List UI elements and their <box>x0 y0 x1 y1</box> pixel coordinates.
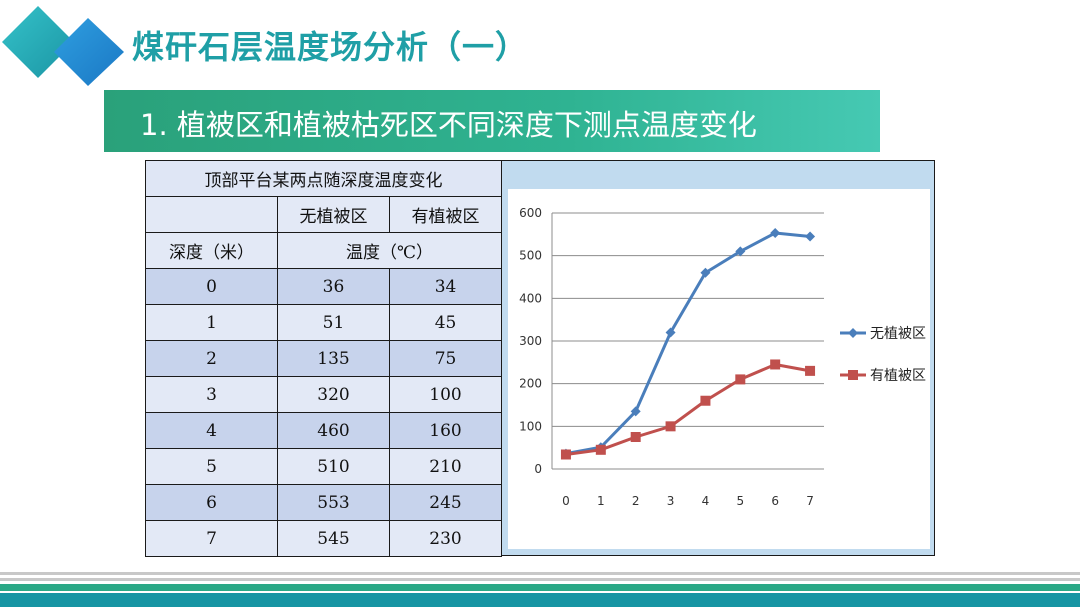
vegetation-cell: 75 <box>388 340 503 377</box>
no-vegetation-cell: 553 <box>277 484 390 521</box>
table-title: 顶部平台某两点随深度温度变化 <box>144 160 503 197</box>
table-header-vegetation: 有植被区 <box>388 196 503 233</box>
vegetation-cell: 45 <box>388 304 503 341</box>
subtitle-text: 1. 植被区和植被枯死区不同深度下测点温度变化 <box>140 108 757 142</box>
data-point <box>630 406 641 417</box>
vegetation-cell: 34 <box>388 268 503 305</box>
y-tick-label: 300 <box>519 334 542 348</box>
table-row: 0 36 34 <box>145 268 503 305</box>
depth-cell: 5 <box>145 448 278 485</box>
data-point <box>700 395 711 406</box>
data-point <box>700 267 711 278</box>
x-tick-label: 3 <box>667 494 675 508</box>
data-point <box>560 449 571 460</box>
depth-cell: 2 <box>145 340 278 377</box>
data-point <box>595 444 606 455</box>
table-header-temperature: 温度（℃） <box>276 232 503 269</box>
table-header-empty <box>145 196 278 233</box>
footer-stripe <box>0 584 1080 591</box>
no-vegetation-cell: 460 <box>277 412 390 449</box>
series-line <box>565 362 811 456</box>
line-chart-panel: 0 100 200 300 400 500 600 0 1 2 3 4 5 6 7 无植被区有植被区 <box>501 160 935 556</box>
vegetation-cell: 210 <box>388 448 503 485</box>
plot-background <box>508 189 930 549</box>
diamond-logo-icon <box>2 6 124 86</box>
data-point <box>770 228 781 239</box>
legend-label: 有植被区 <box>870 368 926 384</box>
table-row: 2 135 75 <box>145 340 503 377</box>
x-tick-label: 1 <box>597 494 605 508</box>
table-row: 6 553 245 <box>145 484 503 521</box>
depth-cell: 0 <box>145 268 278 305</box>
depth-cell: 1 <box>145 304 278 341</box>
vegetation-cell: 100 <box>388 376 503 413</box>
series-line <box>565 231 811 456</box>
no-vegetation-cell: 135 <box>277 340 390 377</box>
footer-stripe <box>0 578 1080 581</box>
data-point <box>805 365 816 376</box>
page-title: 煤矸石层温度场分析（一） <box>132 28 529 66</box>
table-row: 7 545 230 <box>145 520 503 557</box>
x-tick-label: 0 <box>562 494 570 508</box>
footer-stripe <box>0 593 1080 607</box>
x-tick-label: 5 <box>736 494 744 508</box>
data-point <box>630 432 641 442</box>
depth-cell: 4 <box>145 412 278 449</box>
subtitle-banner: 1. 植被区和植被枯死区不同深度下测点温度变化 <box>104 90 880 152</box>
data-point <box>848 328 858 338</box>
y-tick-label: 600 <box>519 206 542 220</box>
no-vegetation-cell: 36 <box>277 268 390 305</box>
table-row: 4 460 160 <box>145 412 503 449</box>
no-vegetation-cell: 510 <box>277 448 390 485</box>
y-tick-label: 100 <box>519 419 542 433</box>
vegetation-cell: 160 <box>388 412 503 449</box>
no-vegetation-cell: 51 <box>277 304 390 341</box>
table-header-depth: 深度（米） <box>145 232 278 269</box>
data-point <box>848 370 858 380</box>
table-row: 3 320 100 <box>145 376 503 413</box>
depth-cell: 6 <box>145 484 278 521</box>
data-point <box>735 374 746 385</box>
y-tick-label: 400 <box>519 291 542 305</box>
data-point <box>805 231 816 242</box>
no-vegetation-cell: 545 <box>277 520 390 557</box>
depth-cell: 3 <box>145 376 278 413</box>
x-tick-label: 4 <box>702 494 710 508</box>
x-tick-label: 2 <box>632 494 640 508</box>
vegetation-cell: 245 <box>388 484 503 521</box>
y-tick-label: 200 <box>519 377 542 391</box>
data-point <box>665 421 676 432</box>
data-point <box>735 246 746 257</box>
data-point <box>665 327 676 338</box>
depth-cell: 7 <box>145 520 278 557</box>
data-point <box>770 359 781 370</box>
legend-label: 无植被区 <box>870 326 926 342</box>
table-header-no-vegetation: 无植被区 <box>277 196 390 233</box>
vegetation-cell: 230 <box>388 520 503 557</box>
x-tick-label: 6 <box>771 494 779 508</box>
y-tick-label: 0 <box>534 462 542 476</box>
no-vegetation-cell: 320 <box>277 376 390 413</box>
x-tick-label: 7 <box>806 494 814 508</box>
table-row: 1 51 45 <box>145 304 503 341</box>
y-tick-label: 500 <box>519 249 542 263</box>
footer-stripe <box>0 572 1080 575</box>
temperature-table: 顶部平台某两点随深度温度变化 无植被区 有植被区 深度（米） 温度（℃） 0 36… <box>144 160 503 557</box>
table-row: 5 510 210 <box>145 448 503 485</box>
